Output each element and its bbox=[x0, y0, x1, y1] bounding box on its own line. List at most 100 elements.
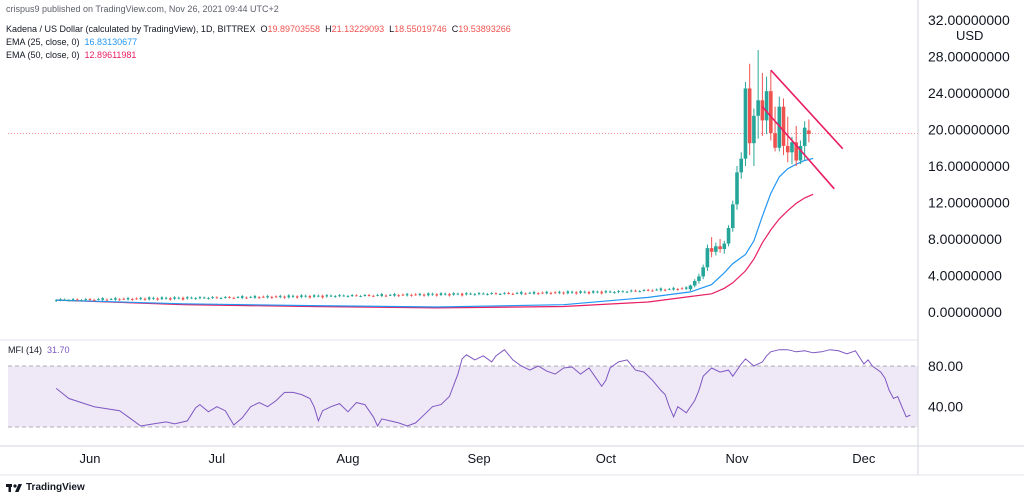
candle-body bbox=[414, 294, 417, 296]
candle-body bbox=[93, 299, 96, 301]
mfi-value: 31.70 bbox=[47, 345, 70, 355]
candle-body bbox=[503, 292, 506, 294]
candle-body bbox=[592, 291, 595, 293]
footer-brand[interactable]: TradingView bbox=[6, 482, 85, 493]
candle-body bbox=[663, 289, 667, 291]
candle-body bbox=[380, 293, 383, 297]
candle-body bbox=[376, 294, 379, 296]
candle-body bbox=[164, 297, 168, 299]
candle-body bbox=[253, 295, 257, 298]
candle-body bbox=[219, 298, 223, 300]
candle-body bbox=[676, 288, 679, 290]
price-pane bbox=[8, 50, 918, 309]
candle-body bbox=[139, 297, 142, 300]
candle-body bbox=[646, 289, 650, 291]
candle-body bbox=[558, 291, 561, 294]
candle-body bbox=[642, 289, 646, 291]
candle-body bbox=[625, 291, 629, 293]
symbol-title[interactable]: Kadena / US Dollar (calculated by Tradin… bbox=[6, 24, 256, 34]
candle-body bbox=[232, 297, 235, 299]
candle-body bbox=[718, 246, 722, 250]
candle-body bbox=[532, 291, 536, 294]
candle-body bbox=[579, 291, 582, 294]
candle-body bbox=[71, 299, 75, 301]
candle-body bbox=[621, 291, 625, 293]
candle-body bbox=[304, 295, 307, 297]
candle-body bbox=[88, 299, 92, 301]
candle-body bbox=[520, 291, 523, 295]
candle-body bbox=[596, 291, 599, 293]
candle-body bbox=[692, 280, 697, 286]
candle-body bbox=[236, 296, 240, 298]
ema25-value: 16.83130677 bbox=[84, 37, 138, 47]
upper-trendline bbox=[770, 69, 844, 150]
candle-body bbox=[528, 292, 531, 294]
currency-label[interactable]: USD bbox=[956, 28, 984, 43]
time-tick-label: Oct bbox=[596, 451, 617, 466]
ema50-legend[interactable]: EMA (50, close, 0) 12.89611981 bbox=[6, 50, 136, 60]
axes: 32.00000000 28.00000000 24.00000000 20.0000… bbox=[0, 0, 1024, 476]
candle-body bbox=[131, 298, 134, 300]
candle-body bbox=[549, 292, 553, 294]
candle-body bbox=[325, 295, 329, 297]
candle-body bbox=[511, 293, 515, 295]
lower-trendline bbox=[761, 106, 835, 190]
candle-body bbox=[747, 88, 752, 144]
candle-body bbox=[266, 295, 269, 298]
ema25-legend[interactable]: EMA (25, close, 0) 16.83130677 bbox=[6, 37, 137, 47]
ohlc-low: 18.55019746 bbox=[394, 24, 447, 34]
time-tick-label: Sep bbox=[467, 451, 490, 466]
candle-body bbox=[617, 291, 620, 293]
candle-body bbox=[764, 91, 769, 121]
ema50-label: EMA (50, close, 0) bbox=[6, 50, 80, 60]
mfi-legend[interactable]: MFI (14) 31.70 bbox=[8, 345, 70, 355]
candle-body bbox=[160, 297, 164, 300]
candle-body bbox=[245, 297, 248, 299]
ohlc-high-label: H bbox=[325, 24, 332, 34]
candle-body bbox=[672, 287, 675, 290]
candle-body bbox=[80, 300, 83, 302]
candle-body bbox=[553, 292, 557, 294]
candle-body bbox=[410, 294, 413, 296]
ohlc-high: 21.13229093 bbox=[331, 24, 385, 34]
candle-body bbox=[608, 291, 612, 293]
time-tick-label: Jun bbox=[80, 451, 101, 466]
candle-body bbox=[405, 293, 409, 296]
candle-body bbox=[752, 115, 756, 144]
candle-body bbox=[118, 299, 121, 301]
candle-body bbox=[198, 297, 202, 299]
candle-body bbox=[482, 293, 485, 295]
candle-body bbox=[300, 295, 303, 298]
candle-body bbox=[613, 292, 616, 294]
candle-body bbox=[697, 276, 701, 281]
candle-body bbox=[735, 172, 739, 205]
candle-body bbox=[524, 293, 527, 295]
candle-body bbox=[756, 100, 760, 116]
candle-body bbox=[186, 297, 189, 299]
candle-body bbox=[435, 294, 438, 296]
candle-body bbox=[279, 295, 282, 298]
candle-body bbox=[224, 296, 227, 298]
candle-body bbox=[460, 293, 464, 296]
mfi-pane bbox=[8, 349, 918, 428]
candle-body bbox=[802, 127, 807, 146]
price-tick-label: 8.00000000 bbox=[928, 231, 1002, 247]
symbol-line: Kadena / US Dollar (calculated by Tradin… bbox=[6, 24, 511, 34]
candle-body bbox=[393, 293, 396, 296]
candle-body bbox=[638, 291, 641, 293]
candle-body bbox=[384, 295, 388, 297]
ema25-line bbox=[56, 157, 814, 308]
candle-body bbox=[228, 297, 231, 299]
published-note: crispus9 published on TradingView.com, N… bbox=[6, 4, 279, 14]
candle-body bbox=[84, 299, 87, 301]
candle-body bbox=[515, 292, 519, 294]
candle-body bbox=[545, 291, 548, 294]
candle-body bbox=[346, 296, 350, 298]
candle-body bbox=[329, 295, 333, 297]
candle-body bbox=[798, 145, 803, 161]
candle-body bbox=[655, 289, 658, 291]
candle-body bbox=[604, 291, 608, 293]
candle-body bbox=[173, 297, 176, 299]
candle-body bbox=[431, 293, 434, 295]
